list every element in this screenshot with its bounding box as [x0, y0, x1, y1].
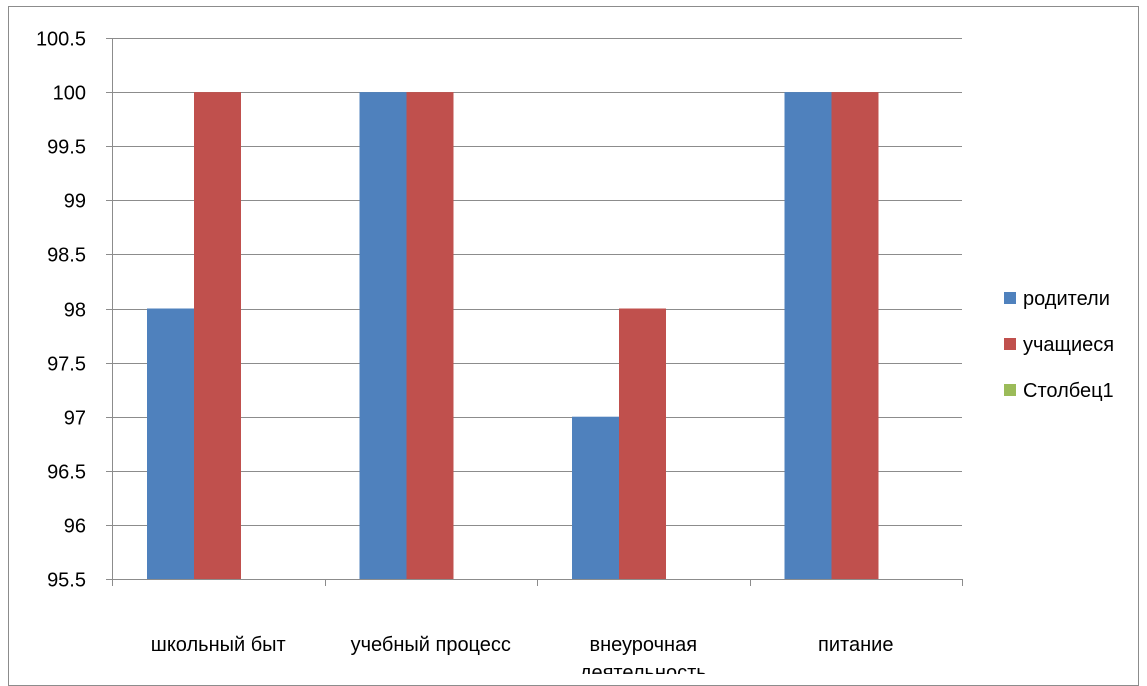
bar-2-3 [619, 308, 666, 579]
x-category-label: деятельность [580, 662, 707, 674]
y-tick-label: 99 [64, 191, 86, 213]
legend-swatch-2 [1004, 338, 1016, 350]
y-tick-label: 100.5 [36, 29, 86, 51]
x-axis-category-labels: школьный быт учебный процесс внеурочная дея… [151, 634, 894, 674]
y-tick-label: 97 [64, 408, 86, 430]
x-category-label: учебный процесс [351, 634, 511, 656]
y-tick-label: 100 [53, 83, 86, 105]
y-tick-label: 99.5 [47, 137, 86, 159]
x-category-label: внеурочная [589, 634, 697, 656]
bars [147, 92, 879, 579]
bar-2-1 [194, 92, 241, 579]
legend-label-2: учащиеся [1023, 334, 1114, 356]
y-axis-tick-labels: 95.5 96 96.5 97 97.5 98 98.5 99 99.5 100 100.5 [36, 29, 86, 592]
legend-swatch-3 [1004, 384, 1016, 396]
bar-2-2 [406, 92, 454, 579]
bar-1-3 [572, 416, 619, 579]
legend-swatch-1 [1004, 292, 1016, 304]
y-tick-label: 97.5 [47, 354, 86, 376]
y-tick-label: 98.5 [47, 245, 86, 267]
bar-1-2 [359, 92, 407, 579]
x-category-label: питание [818, 634, 893, 656]
bar-1-4 [784, 92, 832, 579]
y-tick-label: 96.5 [47, 462, 86, 484]
bar-1-1 [147, 308, 194, 579]
y-tick-label: 98 [64, 300, 86, 322]
axes [106, 38, 963, 586]
y-tick-label: 95.5 [47, 570, 86, 592]
legend-label-1: родители [1023, 288, 1110, 310]
y-tick-label: 96 [64, 516, 86, 538]
legend-label-3: Столбец1 [1023, 380, 1114, 402]
legend: родители учащиеся Столбец1 [1004, 288, 1114, 402]
bar-2-4 [831, 92, 879, 579]
x-category-label: школьный быт [151, 634, 286, 656]
